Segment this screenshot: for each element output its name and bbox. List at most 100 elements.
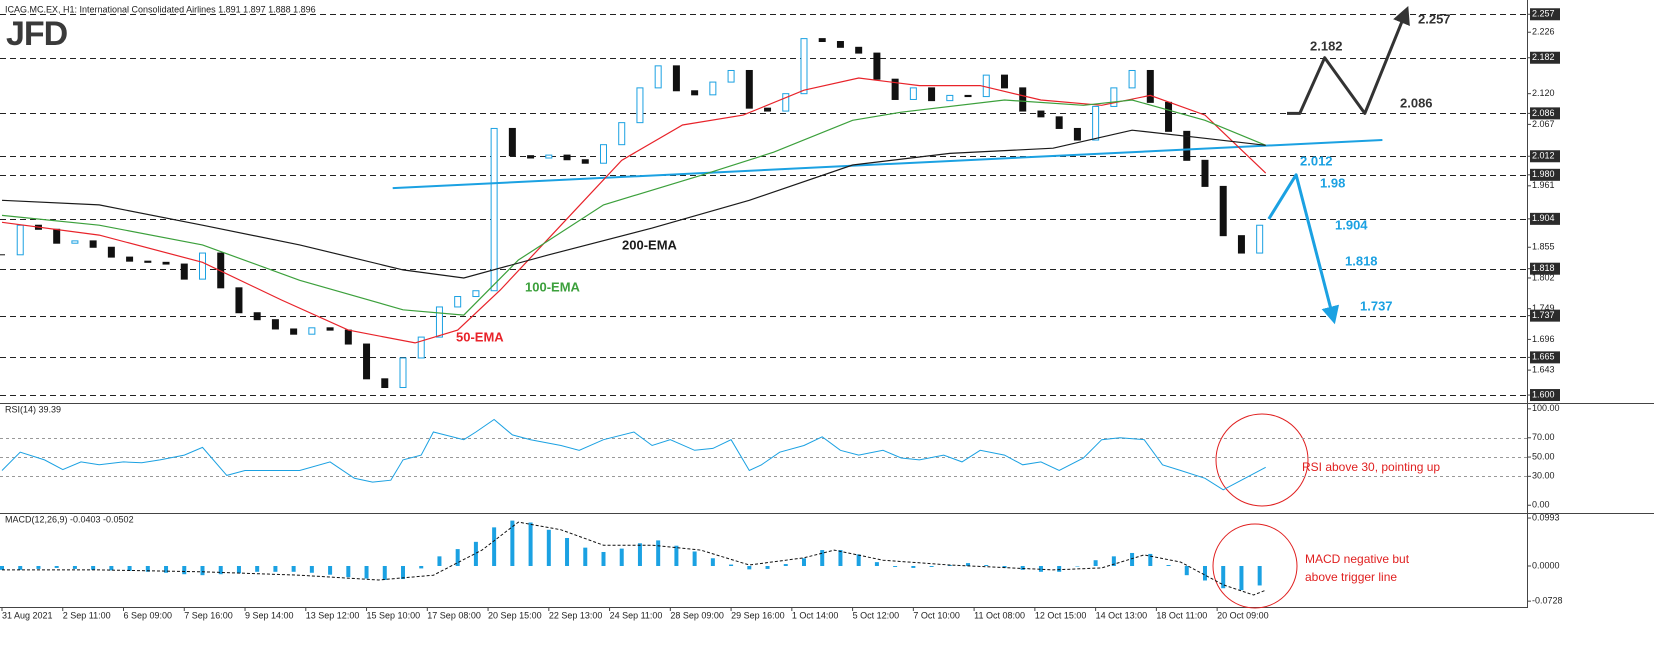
histogram-bar xyxy=(984,565,989,566)
x-tick-label: 29 Sep 16:00 xyxy=(731,610,785,620)
x-tick-label: 20 Oct 09:00 xyxy=(1217,610,1269,620)
candle xyxy=(836,41,844,48)
candle xyxy=(909,87,917,100)
histogram-bar xyxy=(164,565,169,573)
x-tick-label: 7 Sep 16:00 xyxy=(184,610,233,620)
y-tick-label: 1.696 xyxy=(1532,334,1555,344)
candle xyxy=(126,256,134,262)
x-tick-label: 11 Oct 08:00 xyxy=(974,610,1025,620)
candle xyxy=(563,154,571,161)
histogram-bar xyxy=(182,565,187,575)
histogram-bar xyxy=(911,565,916,568)
y-tick-label: 1.904 xyxy=(1532,213,1555,223)
histogram-bar xyxy=(637,543,642,566)
histogram-bar xyxy=(1202,565,1207,581)
scenario-label: 1.818 xyxy=(1345,253,1378,268)
candle xyxy=(417,336,425,359)
scenario-label: 2.086 xyxy=(1400,95,1433,110)
candle xyxy=(344,329,352,345)
histogram-bar xyxy=(510,520,515,566)
candle xyxy=(490,127,498,292)
x-tick-label: 12 Oct 15:00 xyxy=(1035,610,1087,620)
candle xyxy=(1055,116,1063,129)
histogram-bar xyxy=(692,551,697,566)
histogram-bar xyxy=(583,547,588,566)
candle xyxy=(745,69,753,109)
highlight-circle xyxy=(1212,523,1298,609)
histogram-bar xyxy=(1020,565,1025,570)
candle xyxy=(89,240,97,248)
x-tick-label: 2 Sep 11:00 xyxy=(63,610,111,620)
y-tick-label: 1.855 xyxy=(1532,242,1555,252)
candle xyxy=(782,93,790,112)
histogram-bar xyxy=(72,565,77,569)
candle xyxy=(326,327,334,331)
histogram-bar xyxy=(309,565,314,573)
level-label-box xyxy=(1530,168,1560,181)
x-tick-label: 7 Oct 10:00 xyxy=(913,610,960,620)
histogram-bar xyxy=(400,565,405,580)
candle xyxy=(235,287,243,314)
candle xyxy=(253,312,261,321)
histogram-bar xyxy=(710,558,715,566)
y-tick-label: 1.665 xyxy=(1532,352,1555,362)
y-tick-label: 1.737 xyxy=(1532,310,1555,320)
y-tick-label: 70.00 xyxy=(1532,432,1555,442)
panel-title: ICAG.MC.EX, H1: International Consolidat… xyxy=(5,4,316,14)
histogram-bar xyxy=(765,565,770,569)
histogram-bar xyxy=(1093,560,1098,566)
trendline xyxy=(392,139,1383,190)
candle xyxy=(545,154,553,159)
x-tick-label: 28 Sep 09:00 xyxy=(670,610,724,620)
y-tick-label: 2.067 xyxy=(1532,119,1555,129)
histogram-bar xyxy=(492,527,497,566)
histogram-bar xyxy=(36,565,41,569)
y-tick-label: 1.802 xyxy=(1532,272,1555,282)
scenario-path xyxy=(1287,5,1410,115)
y-tick-label: 2.012 xyxy=(1532,151,1555,161)
candle xyxy=(435,306,443,338)
y-tick-label: 30.00 xyxy=(1532,471,1555,481)
level-label-box xyxy=(1530,51,1560,64)
rsi-line xyxy=(1,418,1266,491)
candle xyxy=(982,74,990,98)
histogram-bar xyxy=(783,564,788,566)
x-tick-label: 31 Aug 2021 xyxy=(2,610,53,620)
histogram-bar xyxy=(255,565,260,572)
histogram-bar xyxy=(893,565,898,567)
candle xyxy=(363,343,371,380)
scenario-label: 2.012 xyxy=(1300,153,1333,168)
candle xyxy=(636,87,644,124)
candle xyxy=(144,260,152,263)
candle xyxy=(1000,74,1008,89)
scenario-label: 1.904 xyxy=(1335,217,1368,232)
histogram-bar xyxy=(565,537,570,566)
candle xyxy=(53,228,61,244)
candle xyxy=(818,38,826,43)
candle xyxy=(508,127,516,157)
ema-line xyxy=(1,129,1266,279)
candle xyxy=(1092,105,1100,141)
candle xyxy=(1146,69,1154,103)
histogram-bar xyxy=(947,565,952,566)
histogram-bar xyxy=(382,565,387,581)
y-tick-label: 2.182 xyxy=(1532,52,1555,62)
candle xyxy=(107,246,115,258)
histogram-bar xyxy=(473,541,478,566)
y-tick-label: 2.226 xyxy=(1532,27,1555,37)
candle xyxy=(1019,87,1027,112)
candle xyxy=(855,46,863,54)
candle xyxy=(162,261,170,265)
histogram-bar xyxy=(273,565,278,572)
candle xyxy=(1165,101,1173,132)
annotation: MACD negative but xyxy=(1305,552,1410,566)
histogram-bar xyxy=(801,558,806,566)
level-label-box xyxy=(1530,262,1560,275)
histogram-bar xyxy=(1111,556,1116,566)
histogram-bar xyxy=(0,565,4,570)
candle xyxy=(727,69,735,83)
candle xyxy=(691,90,699,96)
histogram-bar xyxy=(419,565,424,569)
candle xyxy=(891,78,899,100)
x-tick-label: 24 Sep 11:00 xyxy=(610,610,663,620)
